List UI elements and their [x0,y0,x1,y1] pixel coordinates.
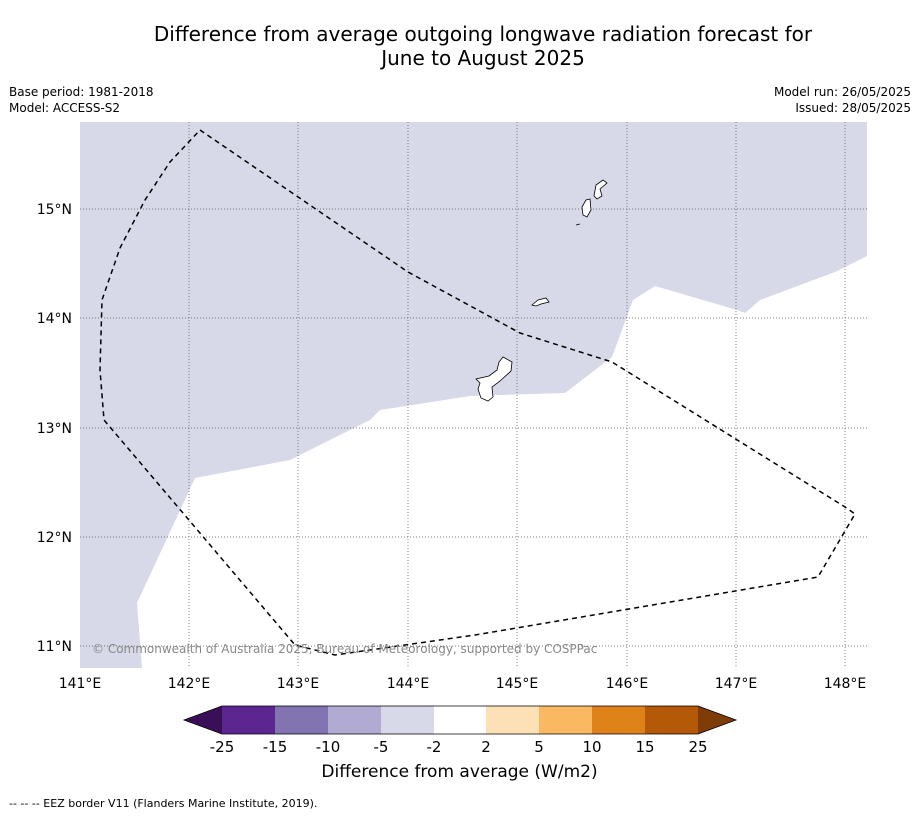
lon-tick: 143°E [277,676,320,692]
colorbar-tick: -10 [316,738,341,756]
lon-tick: 141°E [59,676,102,692]
meta-right: Model run: 26/05/2025 Issued: 28/05/2025 [774,84,911,116]
colorbar-segment [275,706,328,734]
lat-tick: 14°N [37,311,72,327]
lon-ticks: 141°E 142°E 143°E 144°E 145°E 146°E 147°… [59,676,867,692]
eez-border [99,129,856,656]
meta-left: Base period: 1981-2018 Model: ACCESS-S2 [9,84,154,116]
island-tinian [581,198,592,218]
lat-tick: 15°N [37,202,72,218]
lon-tick: 148°E [824,676,867,692]
colorbar-segment [539,706,592,734]
colorbar-segment [381,706,434,734]
colorbar-tick: 10 [582,738,601,756]
model-name: Model: ACCESS-S2 [9,101,121,115]
island-rota [531,297,550,307]
lat-tick: 13°N [37,421,72,437]
chart-title: Difference from average outgoing longwav… [60,22,906,70]
issued-date: Issued: 28/05/2025 [795,101,911,115]
colorbar-tick: -15 [263,738,288,756]
title-line-1: Difference from average outgoing longwav… [153,22,813,46]
eez-footnote: -- -- -- EEZ border V11 (Flanders Marine… [9,797,318,810]
colorbar-tick: -2 [427,738,442,756]
model-run: Model run: 26/05/2025 [773,85,911,99]
colorbar: -25 -15 -10 -5 -2 2 5 10 15 25 [182,705,738,756]
colorbar-tick: 5 [534,738,544,756]
copyright-notice: © Commonwealth of Australia 2025, Bureau… [92,642,598,656]
colorbar-segment [434,706,486,734]
colorbar-segment [592,706,645,734]
colorbar-tick: 2 [481,738,491,756]
colorbar-high-extend [698,706,736,734]
gridlines [80,122,867,668]
lon-tick: 146°E [606,676,649,692]
island-saipan [593,179,608,200]
map-panel [80,122,867,668]
colorbar-tick: -25 [210,738,235,756]
lat-ticks: 15°N 14°N 13°N 12°N 11°N [37,202,72,655]
lat-tick: 11°N [37,639,72,655]
colorbar-low-extend [184,706,222,734]
lon-tick: 142°E [168,676,211,692]
island-guam [475,356,513,402]
lon-tick: 144°E [387,676,430,692]
colorbar-outline [182,705,738,735]
colorbar-segment [486,706,539,734]
shaded-region [80,122,867,668]
lon-tick: 145°E [496,676,539,692]
colorbar-ticks: -25 -15 -10 -5 -2 2 5 10 15 25 [210,738,708,756]
colorbar-segment [222,706,275,734]
lon-tick: 147°E [715,676,758,692]
colorbar-tick: 25 [688,738,707,756]
colorbar-segment [645,706,698,734]
islands [475,179,608,402]
island-aguijan [575,223,581,226]
colorbar-tick: 15 [635,738,654,756]
colorbar-label: Difference from average (W/m2) [321,762,598,782]
title-line-2: June to August 2025 [381,46,585,70]
base-period: Base period: 1981-2018 [9,85,154,99]
lat-tick: 12°N [37,530,72,546]
colorbar-tick: -5 [374,738,389,756]
colorbar-segment [328,706,381,734]
